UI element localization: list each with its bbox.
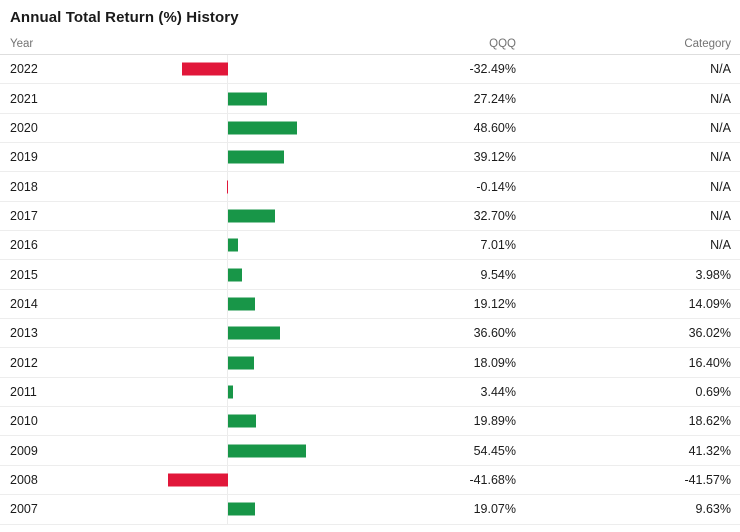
- return-bar: [228, 238, 239, 252]
- column-header-year: Year: [10, 37, 34, 50]
- category-value: 9.63%: [695, 502, 731, 517]
- qqq-value: -32.49%: [469, 62, 516, 77]
- category-value: 3.98%: [695, 267, 731, 282]
- year-label: 2019: [10, 150, 38, 165]
- year-label: 2015: [10, 267, 38, 282]
- table-row: 2013 36.60% 36.02%: [0, 319, 740, 349]
- qqq-value: -41.68%: [469, 472, 516, 487]
- table-row: 2010 19.89% 18.62%: [0, 407, 740, 437]
- year-label: 2007: [10, 502, 38, 517]
- category-value: N/A: [710, 179, 731, 194]
- column-header-category: Category: [684, 37, 731, 50]
- table-row: 2009 54.45% 41.32%: [0, 436, 740, 466]
- qqq-value: 36.60%: [473, 326, 516, 341]
- category-value: 16.40%: [688, 355, 731, 370]
- return-bar: [228, 444, 306, 458]
- return-bar: [168, 473, 228, 487]
- category-value: N/A: [710, 150, 731, 165]
- qqq-value: 3.44%: [480, 384, 516, 399]
- category-value: -41.57%: [684, 472, 731, 487]
- return-bar: [228, 414, 257, 428]
- year-label: 2018: [10, 179, 38, 194]
- table-row: 2011 3.44% 0.69%: [0, 378, 740, 408]
- year-label: 2021: [10, 91, 38, 106]
- category-value: N/A: [710, 208, 731, 223]
- return-bar: [228, 121, 298, 135]
- return-bar: [228, 209, 275, 223]
- category-value: 0.69%: [695, 384, 731, 399]
- qqq-value: 19.07%: [473, 502, 516, 517]
- category-value: 41.32%: [688, 443, 731, 458]
- zero-axis-line: [227, 55, 228, 525]
- year-label: 2011: [10, 384, 37, 399]
- table-row: 2012 18.09% 16.40%: [0, 348, 740, 378]
- return-bar: [228, 150, 284, 164]
- return-bar: [181, 62, 228, 76]
- year-label: 2014: [10, 296, 38, 311]
- table-row: 2015 9.54% 3.98%: [0, 260, 740, 290]
- category-value: 18.62%: [688, 414, 731, 429]
- category-value: N/A: [710, 62, 731, 77]
- returns-table-body: 2022 -32.49% N/A 2021 27.24% N/A 2020 48…: [0, 54, 740, 525]
- year-label: 2016: [10, 238, 38, 253]
- return-bar: [228, 385, 233, 399]
- category-value: N/A: [710, 120, 731, 135]
- year-label: 2017: [10, 208, 38, 223]
- category-value: N/A: [710, 238, 731, 253]
- table-row: 2007 19.07% 9.63%: [0, 495, 740, 525]
- return-bar: [226, 180, 228, 194]
- qqq-value: 48.60%: [473, 120, 516, 135]
- page-title: Annual Total Return (%) History: [10, 9, 239, 26]
- qqq-value: 19.12%: [473, 296, 516, 311]
- table-row: 2019 39.12% N/A: [0, 143, 740, 173]
- category-value: N/A: [710, 91, 731, 106]
- year-label: 2020: [10, 120, 38, 135]
- table-row: 2008 -41.68% -41.57%: [0, 466, 740, 496]
- table-row: 2017 32.70% N/A: [0, 202, 740, 232]
- table-row: 2016 7.01% N/A: [0, 231, 740, 261]
- year-label: 2022: [10, 62, 38, 77]
- year-label: 2010: [10, 414, 38, 429]
- qqq-value: 27.24%: [473, 91, 516, 106]
- table-row: 2022 -32.49% N/A: [0, 55, 740, 85]
- table-header: Year QQQ Category: [0, 33, 740, 54]
- qqq-value: 32.70%: [473, 208, 516, 223]
- table-row: 2020 48.60% N/A: [0, 114, 740, 144]
- table-row: 2018 -0.14% N/A: [0, 172, 740, 202]
- return-bar: [228, 297, 256, 311]
- return-bar: [228, 356, 254, 370]
- qqq-value: 19.89%: [473, 414, 516, 429]
- return-bar: [228, 268, 242, 282]
- table-row: 2021 27.24% N/A: [0, 84, 740, 114]
- qqq-value: -0.14%: [476, 179, 516, 194]
- qqq-value: 9.54%: [480, 267, 516, 282]
- year-label: 2013: [10, 326, 38, 341]
- year-label: 2012: [10, 355, 38, 370]
- return-bar: [228, 326, 281, 340]
- return-bar: [228, 502, 256, 516]
- qqq-value: 18.09%: [473, 355, 516, 370]
- qqq-value: 54.45%: [473, 443, 516, 458]
- table-row: 2014 19.12% 14.09%: [0, 290, 740, 320]
- return-bar: [228, 92, 267, 106]
- column-header-qqq: QQQ: [489, 37, 516, 50]
- year-label: 2009: [10, 443, 38, 458]
- qqq-value: 7.01%: [480, 238, 516, 253]
- category-value: 36.02%: [688, 326, 731, 341]
- year-label: 2008: [10, 472, 38, 487]
- category-value: 14.09%: [688, 296, 731, 311]
- qqq-value: 39.12%: [473, 150, 516, 165]
